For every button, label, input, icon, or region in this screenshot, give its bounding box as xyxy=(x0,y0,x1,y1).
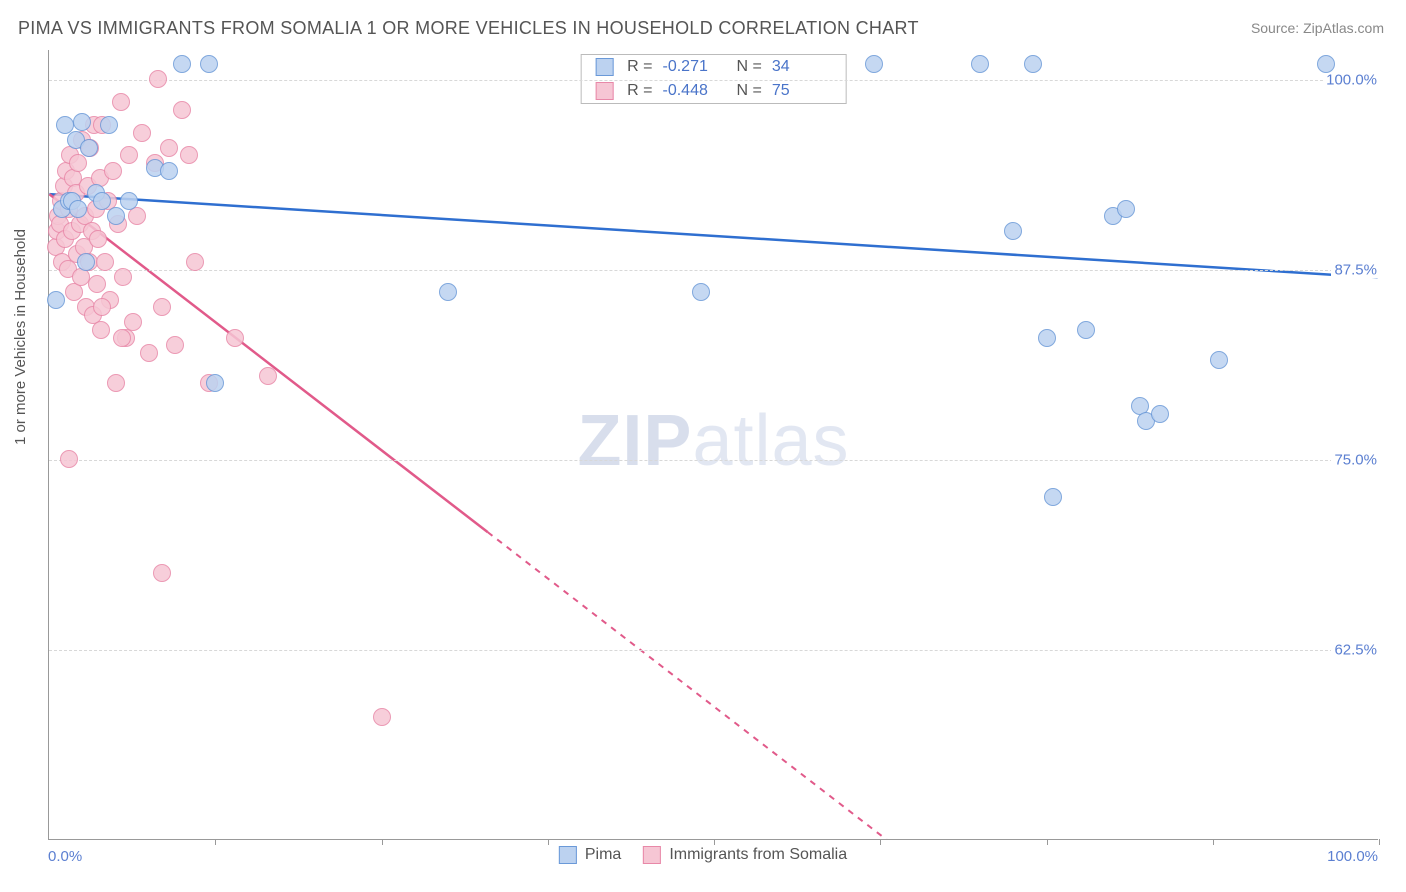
trend-lines xyxy=(49,50,1378,839)
gridline xyxy=(49,80,1378,81)
x-tick-mark xyxy=(880,839,881,845)
legend-item: Pima xyxy=(559,846,621,864)
data-point xyxy=(206,374,224,392)
data-point xyxy=(133,124,151,142)
data-point xyxy=(971,55,989,73)
data-point xyxy=(140,344,158,362)
legend-row: R = -0.448 N = 75 xyxy=(581,79,846,103)
data-point xyxy=(1210,351,1228,369)
x-tick-mark xyxy=(1213,839,1214,845)
x-tick-mark xyxy=(1379,839,1380,845)
data-point xyxy=(200,55,218,73)
x-tick-mark xyxy=(215,839,216,845)
data-point xyxy=(259,367,277,385)
r-value: -0.448 xyxy=(663,82,723,100)
n-value: 75 xyxy=(772,82,832,100)
data-point xyxy=(1024,55,1042,73)
data-point xyxy=(100,116,118,134)
gridline xyxy=(49,460,1378,461)
data-point xyxy=(104,162,122,180)
data-point xyxy=(166,336,184,354)
data-point xyxy=(113,329,131,347)
x-axis-max-label: 100.0% xyxy=(1327,848,1378,865)
x-axis-min-label: 0.0% xyxy=(48,848,82,865)
data-point xyxy=(865,55,883,73)
x-tick-mark xyxy=(548,839,549,845)
legend-swatch xyxy=(559,846,577,864)
r-value: -0.271 xyxy=(663,58,723,76)
legend-swatch xyxy=(595,58,613,76)
chart-title: PIMA VS IMMIGRANTS FROM SOMALIA 1 OR MOR… xyxy=(18,18,919,39)
y-tick-label: 87.5% xyxy=(1331,262,1380,279)
data-point xyxy=(1117,200,1135,218)
data-point xyxy=(1317,55,1335,73)
data-point xyxy=(69,200,87,218)
data-point xyxy=(186,253,204,271)
data-point xyxy=(93,192,111,210)
legend-row: R = -0.271 N = 34 xyxy=(581,55,846,79)
data-point xyxy=(373,708,391,726)
data-point xyxy=(80,139,98,157)
x-tick-mark xyxy=(1047,839,1048,845)
gridline xyxy=(49,650,1378,651)
data-point xyxy=(114,268,132,286)
data-point xyxy=(92,321,110,339)
data-point xyxy=(60,450,78,468)
data-point xyxy=(73,113,91,131)
data-point xyxy=(226,329,244,347)
plot-area: ZIPatlas R = -0.271 N = 34 R = -0.448 N = 75 62… xyxy=(48,50,1378,840)
data-point xyxy=(128,207,146,225)
data-point xyxy=(1151,405,1169,423)
data-point xyxy=(120,192,138,210)
data-point xyxy=(1044,488,1062,506)
data-point xyxy=(149,70,167,88)
legend-label: Immigrants from Somalia xyxy=(669,846,847,864)
data-point xyxy=(89,230,107,248)
legend-item: Immigrants from Somalia xyxy=(643,846,847,864)
data-point xyxy=(160,139,178,157)
n-value: 34 xyxy=(772,58,832,76)
data-point xyxy=(69,154,87,172)
data-point xyxy=(692,283,710,301)
data-point xyxy=(173,55,191,73)
data-point xyxy=(88,275,106,293)
watermark: ZIPatlas xyxy=(577,399,849,481)
data-point xyxy=(160,162,178,180)
data-point xyxy=(120,146,138,164)
data-point xyxy=(1038,329,1056,347)
legend-label: Pima xyxy=(585,846,621,864)
data-point xyxy=(1077,321,1095,339)
data-point xyxy=(439,283,457,301)
y-tick-label: 75.0% xyxy=(1331,452,1380,469)
y-tick-label: 100.0% xyxy=(1323,72,1380,89)
data-point xyxy=(1004,222,1022,240)
gridline xyxy=(49,270,1378,271)
series-legend: Pima Immigrants from Somalia xyxy=(559,846,847,864)
data-point xyxy=(107,374,125,392)
n-label: N = xyxy=(737,82,762,100)
legend-swatch xyxy=(595,82,613,100)
data-point xyxy=(96,253,114,271)
data-point xyxy=(93,298,111,316)
y-axis-label: 1 or more Vehicles in Household xyxy=(12,229,29,445)
source-attribution: Source: ZipAtlas.com xyxy=(1251,20,1384,36)
y-tick-label: 62.5% xyxy=(1331,642,1380,659)
correlation-legend: R = -0.271 N = 34 R = -0.448 N = 75 xyxy=(580,54,847,104)
x-tick-mark xyxy=(714,839,715,845)
data-point xyxy=(173,101,191,119)
data-point xyxy=(112,93,130,111)
data-point xyxy=(107,207,125,225)
data-point xyxy=(180,146,198,164)
data-point xyxy=(77,253,95,271)
r-label: R = xyxy=(627,58,652,76)
x-tick-mark xyxy=(382,839,383,845)
data-point xyxy=(153,298,171,316)
data-point xyxy=(153,564,171,582)
r-label: R = xyxy=(627,82,652,100)
data-point xyxy=(47,291,65,309)
n-label: N = xyxy=(737,58,762,76)
legend-swatch xyxy=(643,846,661,864)
